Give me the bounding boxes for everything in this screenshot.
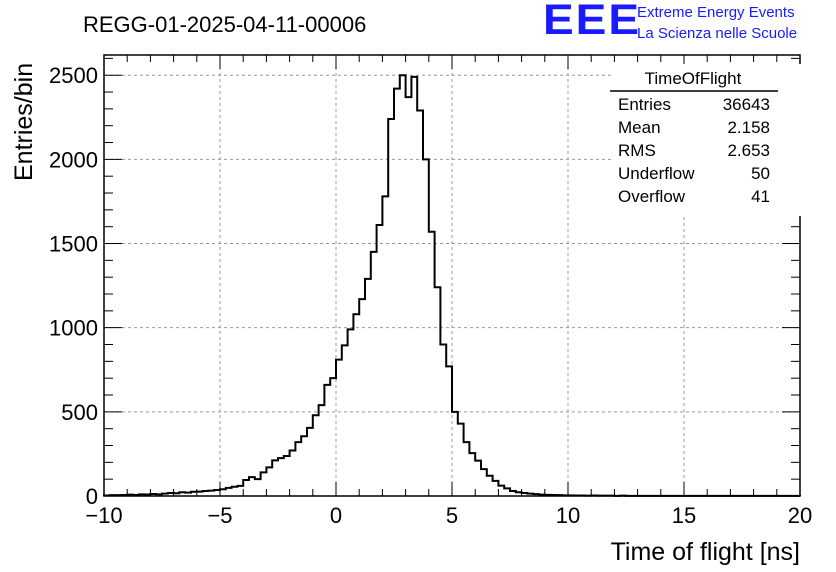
y-tick-label: 0 [86, 484, 98, 509]
stats-row-value: 41 [751, 187, 770, 206]
grid-lines [104, 55, 800, 496]
stats-row-label: RMS [618, 141, 656, 160]
stats-box: TimeOfFlight Entries 36643 Mean 2.158 RMS 2.6… [610, 64, 804, 216]
y-tick-label: 1500 [49, 232, 98, 257]
y-tick-label: 500 [61, 400, 98, 425]
axes: −10 −5 0 5 10 15 20 0 500 1000 1500 2000 2500 [49, 54, 812, 528]
stats-row-label: Underflow [618, 164, 695, 183]
x-axis-label: Time of flight [ns] [611, 538, 800, 566]
y-axis-label: Entries/bin [10, 63, 38, 181]
stats-row-value: 2.158 [727, 118, 770, 137]
x-tick-label: 15 [672, 503, 696, 528]
chart-title: REGG-01-2025-04-11-00006 [83, 12, 366, 37]
stats-rows: Entries 36643 Mean 2.158 RMS 2.653 Underflow 50… [618, 95, 770, 206]
stats-row-value: 2.653 [727, 141, 770, 160]
brand-line-1: Extreme Energy Events [637, 4, 795, 21]
x-tick-label: 10 [556, 503, 580, 528]
stats-row-label: Mean [618, 118, 661, 137]
x-tick-label: −5 [207, 503, 232, 528]
stats-row-label: Entries [618, 95, 671, 114]
y-tick-label: 2000 [49, 147, 98, 172]
stats-title: TimeOfFlight [645, 69, 742, 88]
brand-line-2: La Scienza nelle Scuole [637, 25, 798, 42]
stats-row-label: Overflow [618, 187, 686, 206]
y-tick-label: 1000 [49, 316, 98, 341]
x-tick-label: 0 [330, 503, 342, 528]
y-tick-label: 2500 [49, 63, 98, 88]
eee-logo: EEE [543, 0, 642, 44]
stats-row-value: 50 [751, 164, 770, 183]
stats-row-value: 36643 [723, 95, 770, 114]
x-tick-label: 5 [446, 503, 458, 528]
x-tick-label: 20 [788, 503, 812, 528]
x-tick-label: −10 [85, 503, 122, 528]
